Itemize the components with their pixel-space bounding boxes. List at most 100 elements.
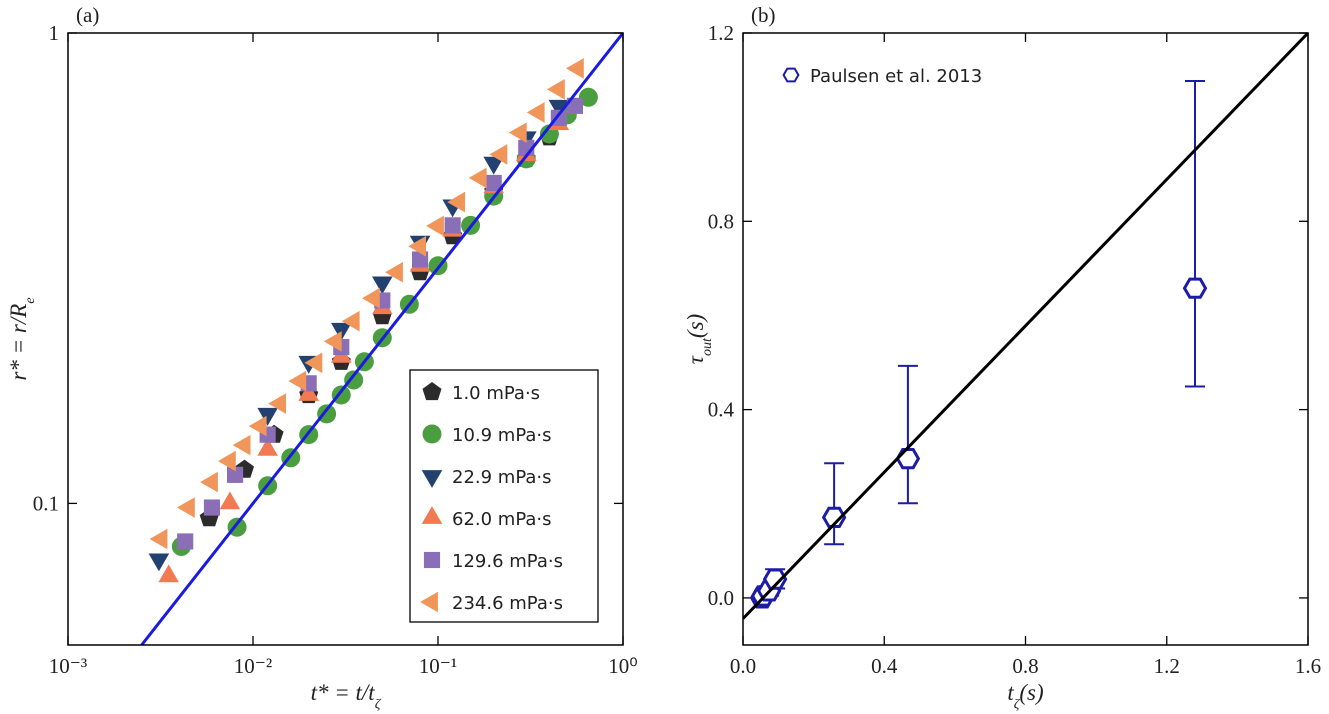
- legend-label: 1.0 mPa·s: [452, 383, 540, 404]
- x-tick-label: 1.2: [1154, 654, 1180, 678]
- marker: [420, 591, 438, 613]
- marker: [226, 466, 244, 483]
- marker: [421, 470, 443, 488]
- legend-label: 62.0 mPa·s: [452, 509, 552, 530]
- error-bar: [824, 462, 845, 546]
- plot-frame: [67, 32, 624, 646]
- legend-box: [409, 369, 599, 623]
- marker: [248, 415, 267, 437]
- marker: [422, 382, 442, 401]
- marker: [218, 450, 236, 472]
- marker: [317, 404, 337, 424]
- plot-frame: [742, 32, 1309, 646]
- axis-label: t* = t/tζ: [311, 680, 382, 712]
- marker: [421, 506, 443, 524]
- marker: [344, 370, 364, 390]
- marker: [323, 331, 342, 352]
- fit-line: [140, 33, 623, 645]
- marker: [895, 448, 921, 470]
- x-tick-label: 10⁰: [608, 654, 637, 678]
- marker: [1182, 277, 1208, 299]
- panel-label: (a): [76, 3, 99, 27]
- marker: [447, 191, 465, 213]
- axis-label-part: τ: [683, 355, 708, 364]
- marker: [331, 385, 351, 405]
- marker: [288, 370, 307, 392]
- marker: [422, 424, 442, 444]
- x-tick-label: 10⁻³: [49, 654, 87, 678]
- marker: [566, 58, 584, 79]
- y-tick-label: 1: [49, 21, 60, 45]
- marker: [257, 407, 278, 426]
- marker: [219, 491, 241, 510]
- marker: [489, 144, 508, 165]
- axis-label: τout(s): [683, 314, 715, 364]
- axis-label-part: e: [23, 297, 38, 303]
- axis-label-part: ζ: [1014, 697, 1021, 712]
- marker: [149, 528, 168, 550]
- y-tick-label: 0.0: [708, 586, 734, 610]
- marker: [566, 97, 584, 114]
- marker: [426, 215, 444, 237]
- marker: [468, 167, 487, 189]
- marker: [341, 310, 360, 332]
- marker: [508, 122, 527, 143]
- panel-label: (b): [751, 3, 776, 27]
- legend-label: 10.9 mPa·s: [452, 425, 552, 446]
- legend-label: 234.6 mPa·s: [452, 593, 563, 614]
- marker: [526, 102, 545, 123]
- error-bar: [897, 364, 918, 505]
- axis-label-part: (s): [683, 314, 708, 338]
- y-tick-label: 0.8: [708, 209, 734, 233]
- axis-label: r* = r/Re: [6, 297, 38, 380]
- error-bar: [1185, 80, 1205, 388]
- marker: [444, 217, 461, 234]
- axis-label-part: t: [1007, 680, 1014, 705]
- marker: [148, 553, 170, 572]
- marker: [203, 499, 221, 516]
- marker: [158, 564, 179, 583]
- legend-label: 22.9 mPa·s: [452, 467, 552, 488]
- marker: [200, 471, 218, 493]
- marker: [177, 533, 194, 550]
- axis-label-part: t* = t/t: [311, 680, 376, 705]
- x-tick-label: 10⁻¹: [419, 654, 457, 678]
- fit-line: [743, 33, 1308, 620]
- y-tick-label: 1.2: [708, 21, 734, 45]
- axis-label-part: ζ: [375, 697, 382, 712]
- marker: [483, 156, 504, 175]
- plot-area: [743, 33, 1308, 620]
- marker: [548, 99, 570, 118]
- x-tick-label: 0.4: [871, 654, 898, 678]
- marker: [821, 506, 847, 528]
- axis-label-part: (s): [1019, 680, 1043, 705]
- y-tick-label: 0.4: [708, 398, 735, 422]
- marker: [762, 568, 788, 590]
- marker: [372, 276, 393, 295]
- legend-label: 129.6 mPa·s: [452, 551, 563, 572]
- legend-label: Paulsen et al. 2013: [810, 66, 982, 87]
- marker: [232, 434, 251, 456]
- plot-area: [140, 33, 623, 645]
- marker: [362, 287, 380, 309]
- x-tick-label: 0.0: [730, 654, 756, 678]
- marker: [578, 87, 598, 107]
- marker: [298, 383, 319, 401]
- marker: [268, 393, 286, 414]
- axis-label-part: out: [700, 337, 715, 356]
- axis-label-part: r* = r/R: [6, 304, 31, 381]
- marker: [485, 174, 502, 192]
- marker: [257, 437, 278, 456]
- marker: [385, 262, 403, 283]
- marker: [177, 497, 195, 518]
- marker: [547, 79, 565, 100]
- x-tick-label: 1.6: [1295, 654, 1321, 678]
- marker: [408, 236, 426, 257]
- x-tick-label: 10⁻²: [234, 654, 272, 678]
- x-tick-label: 0.8: [1012, 654, 1038, 678]
- marker: [304, 352, 323, 374]
- marker: [423, 551, 441, 569]
- y-tick-label: 0.1: [33, 491, 59, 515]
- axis-label: tζ(s): [1007, 680, 1043, 712]
